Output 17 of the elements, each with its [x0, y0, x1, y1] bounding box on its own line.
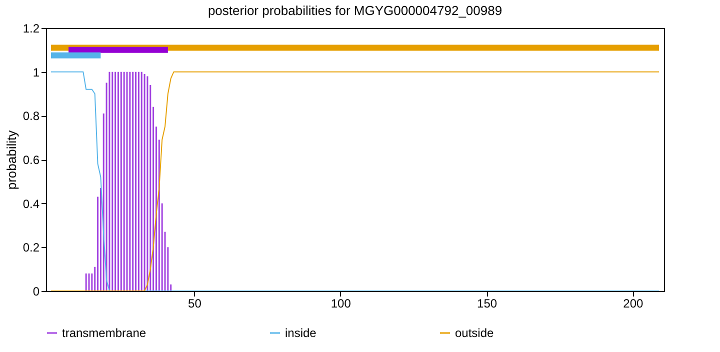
chart-title: posterior probabilities for MGYG000004792_00989: [208, 3, 502, 18]
x-tick-label: 200: [623, 296, 644, 310]
y-tick-label: 0.8: [22, 109, 40, 124]
y-tick-label: 1: [32, 65, 40, 80]
y-tick-label: 1.2: [22, 22, 40, 36]
legend-label: outside: [455, 326, 494, 340]
y-tick-label: 0.4: [22, 196, 40, 211]
x-tick-label: 100: [330, 296, 352, 310]
y-axis-title: probability: [4, 130, 19, 190]
legend-label: inside: [285, 326, 317, 340]
x-tick-label: 50: [188, 296, 202, 310]
legend-label: transmembrane: [62, 326, 146, 340]
y-tick-label: 0.6: [22, 153, 40, 167]
y-tick-label: 0.2: [22, 240, 40, 255]
x-tick-label: 150: [477, 296, 498, 310]
line-series: [50, 71, 660, 291]
y-tick-label: 0: [32, 284, 40, 298]
